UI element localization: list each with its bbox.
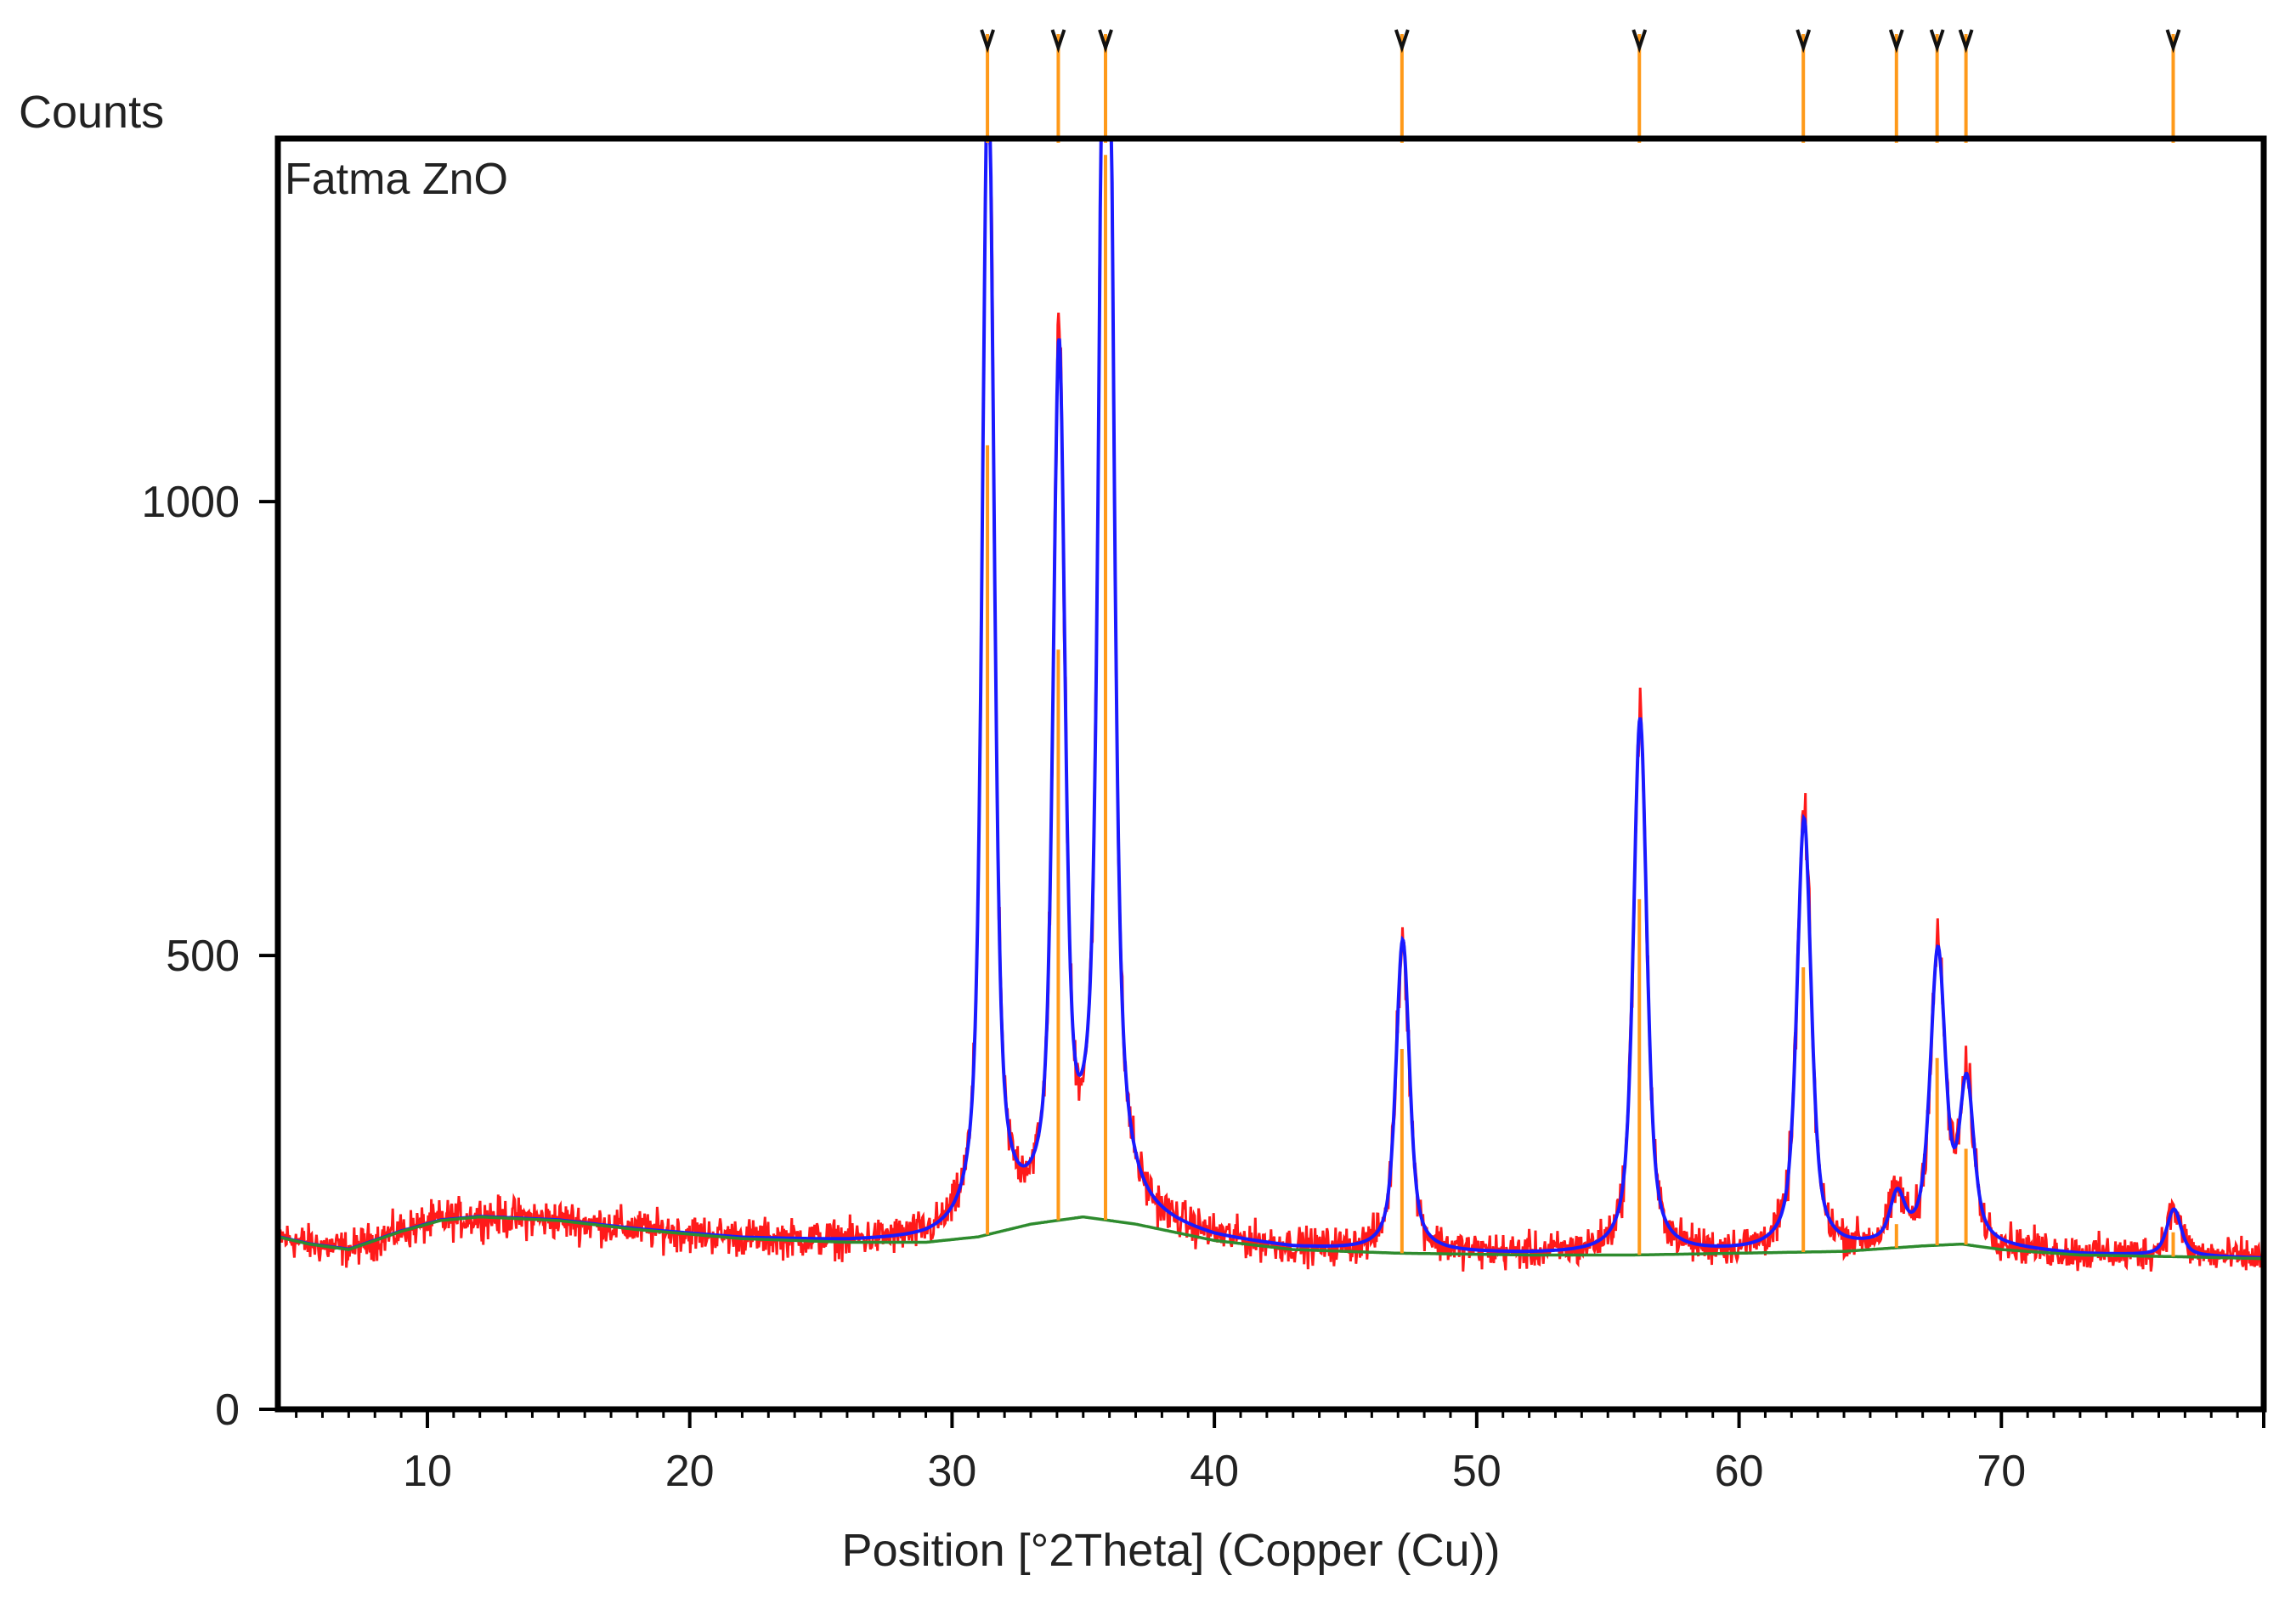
x-tick-label: 60 (1715, 1447, 1764, 1496)
top-peak-markers (980, 29, 2181, 143)
x-tick-label: 70 (1976, 1447, 2026, 1496)
series-layer (276, 137, 2265, 1272)
background-line (277, 1215, 2264, 1261)
top-marker-tick (1929, 29, 1945, 54)
y-tick-label: 0 (215, 1386, 240, 1435)
x-tick-label: 20 (665, 1447, 715, 1496)
top-marker-tick (1394, 29, 1410, 54)
top-marker-tick (1632, 29, 1648, 54)
x-tick-label: 10 (403, 1447, 452, 1496)
top-marker-tick (1888, 29, 1904, 54)
top-marker-tick (980, 29, 995, 54)
plot-frame (274, 135, 2267, 1413)
top-marker-tick (1796, 29, 1812, 54)
sample-label: Fatma ZnO (285, 155, 508, 204)
top-marker-tick (1098, 29, 1113, 54)
top-marker-tick (1958, 29, 1974, 54)
top-marker-tick (1050, 29, 1066, 54)
x-axis-label: Position [°2Theta] (Copper (Cu)) (842, 1525, 1501, 1576)
x-tick-label: 30 (927, 1447, 976, 1496)
y-tick-label: 1000 (141, 478, 240, 527)
axes-layer: 10 20 30 40 50 60 70 0 500 1000 (141, 478, 2265, 1496)
y-tick-label: 500 (166, 932, 240, 981)
x-tick-label: 50 (1452, 1447, 1501, 1496)
x-tick-label: 40 (1190, 1447, 1239, 1496)
reference-sticks (986, 155, 2175, 1257)
y-axis-label: Counts (19, 87, 164, 138)
top-marker-tick (2165, 29, 2181, 54)
